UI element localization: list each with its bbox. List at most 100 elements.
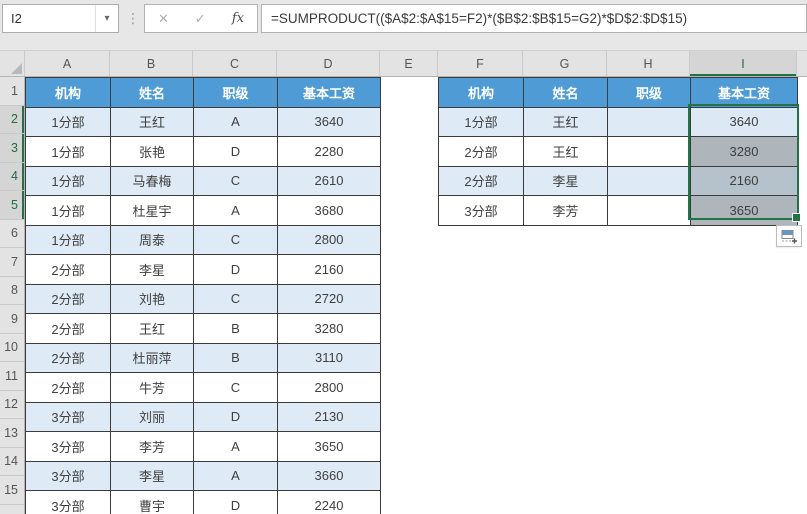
insert-function-icon[interactable]: fx: [231, 11, 244, 26]
enter-icon[interactable]: ✓: [194, 10, 206, 26]
cell[interactable]: 曹宇: [110, 490, 194, 514]
cell[interactable]: 3分部: [25, 431, 111, 462]
row-header-10[interactable]: 10: [0, 334, 24, 362]
header-salary[interactable]: 基本工资: [277, 77, 381, 108]
cell[interactable]: [607, 165, 691, 196]
cell[interactable]: 刘丽: [110, 401, 194, 432]
cell[interactable]: D: [193, 136, 278, 167]
cell[interactable]: D: [193, 490, 278, 514]
selected-cell-i3[interactable]: 3280: [690, 136, 798, 167]
column-header-e[interactable]: E: [380, 51, 438, 76]
cell[interactable]: B: [193, 313, 278, 344]
cell[interactable]: C: [193, 165, 278, 196]
cell[interactable]: 2分部: [25, 283, 111, 314]
cell[interactable]: [607, 136, 691, 167]
cell[interactable]: 李星: [523, 165, 608, 196]
cell[interactable]: 3660: [277, 460, 381, 491]
cell[interactable]: 2分部: [438, 165, 524, 196]
cell[interactable]: 李芳: [110, 431, 194, 462]
cell[interactable]: 1分部: [25, 195, 111, 226]
cell[interactable]: 3分部: [25, 401, 111, 432]
column-header-b[interactable]: B: [110, 51, 193, 76]
cell[interactable]: 王红: [110, 313, 194, 344]
column-header-h[interactable]: H: [607, 51, 690, 76]
cell[interactable]: 1分部: [25, 136, 111, 167]
cell[interactable]: 3650: [277, 431, 381, 462]
column-header-g[interactable]: G: [523, 51, 607, 76]
column-header-a[interactable]: A: [25, 51, 110, 76]
row-header-1[interactable]: 1: [0, 77, 24, 106]
cell[interactable]: C: [193, 283, 278, 314]
row-header-11[interactable]: 11: [0, 362, 24, 391]
row-header-9[interactable]: 9: [0, 305, 24, 334]
cell[interactable]: 2分部: [25, 254, 111, 285]
cell[interactable]: B: [193, 342, 278, 373]
cell[interactable]: A: [193, 106, 278, 137]
header-name[interactable]: 姓名: [523, 77, 608, 108]
cell[interactable]: 2分部: [438, 136, 524, 167]
cell[interactable]: 3分部: [438, 195, 524, 226]
auto-fill-options-button[interactable]: [776, 225, 802, 247]
cell[interactable]: [607, 106, 691, 137]
column-header-d[interactable]: D: [277, 51, 380, 76]
header-salary[interactable]: 基本工资: [690, 77, 798, 108]
row-header-6[interactable]: 6: [0, 220, 24, 248]
cell[interactable]: 刘艳: [110, 283, 194, 314]
cell[interactable]: 1分部: [25, 165, 111, 196]
cell[interactable]: A: [193, 460, 278, 491]
selected-cell-i4[interactable]: 2160: [690, 165, 798, 196]
header-grade[interactable]: 职级: [607, 77, 691, 108]
header-name[interactable]: 姓名: [110, 77, 194, 108]
cell[interactable]: A: [193, 195, 278, 226]
cell[interactable]: 2280: [277, 136, 381, 167]
row-header-4[interactable]: 4: [0, 162, 24, 191]
cell[interactable]: 李星: [110, 254, 194, 285]
cell[interactable]: 牛芳: [110, 372, 194, 403]
cell[interactable]: 周泰: [110, 224, 194, 255]
cell[interactable]: A: [193, 431, 278, 462]
column-header-i[interactable]: I: [690, 51, 797, 76]
cell[interactable]: 2610: [277, 165, 381, 196]
cell[interactable]: 杜丽萍: [110, 342, 194, 373]
cell[interactable]: 2800: [277, 224, 381, 255]
row-header-15[interactable]: 15: [0, 476, 24, 505]
cell[interactable]: 2720: [277, 283, 381, 314]
cell[interactable]: 2分部: [25, 313, 111, 344]
cell[interactable]: 张艳: [110, 136, 194, 167]
chevron-down-icon[interactable]: ▾: [95, 5, 118, 32]
cell[interactable]: 1分部: [25, 106, 111, 137]
selected-cell-i5[interactable]: 3650: [690, 195, 798, 226]
cell[interactable]: C: [193, 224, 278, 255]
cell[interactable]: 2240: [277, 490, 381, 514]
cancel-icon[interactable]: ✕: [158, 10, 169, 26]
cell[interactable]: 王红: [110, 106, 194, 137]
cell[interactable]: 李星: [110, 460, 194, 491]
fill-handle[interactable]: [792, 213, 801, 222]
row-header-12[interactable]: 12: [0, 391, 24, 419]
cell[interactable]: 2分部: [25, 372, 111, 403]
row-header-3[interactable]: 3: [0, 134, 24, 163]
cell[interactable]: C: [193, 372, 278, 403]
row-header-14[interactable]: 14: [0, 448, 24, 476]
cell[interactable]: [607, 195, 691, 226]
header-grade[interactable]: 职级: [193, 77, 278, 108]
formula-input[interactable]: =SUMPRODUCT(($A$2:$A$15=F2)*($B$2:$B$15=…: [261, 4, 807, 33]
cell[interactable]: D: [193, 254, 278, 285]
cell[interactable]: 1分部: [25, 224, 111, 255]
cell[interactable]: 2160: [277, 254, 381, 285]
row-header-5[interactable]: 5: [0, 191, 24, 220]
cell[interactable]: D: [193, 401, 278, 432]
name-box[interactable]: I2 ▾: [2, 4, 119, 33]
header-org[interactable]: 机构: [25, 77, 111, 108]
cell[interactable]: 2800: [277, 372, 381, 403]
column-header-c[interactable]: C: [193, 51, 277, 76]
active-cell-i2[interactable]: 3640: [690, 106, 798, 137]
cell[interactable]: 王红: [523, 136, 608, 167]
row-header-2[interactable]: 2: [0, 105, 24, 134]
cell[interactable]: 1分部: [438, 106, 524, 137]
select-all-corner[interactable]: [0, 51, 25, 76]
cell[interactable]: 杜星宇: [110, 195, 194, 226]
cell[interactable]: 3640: [277, 106, 381, 137]
cell[interactable]: 2130: [277, 401, 381, 432]
cell[interactable]: 马春梅: [110, 165, 194, 196]
